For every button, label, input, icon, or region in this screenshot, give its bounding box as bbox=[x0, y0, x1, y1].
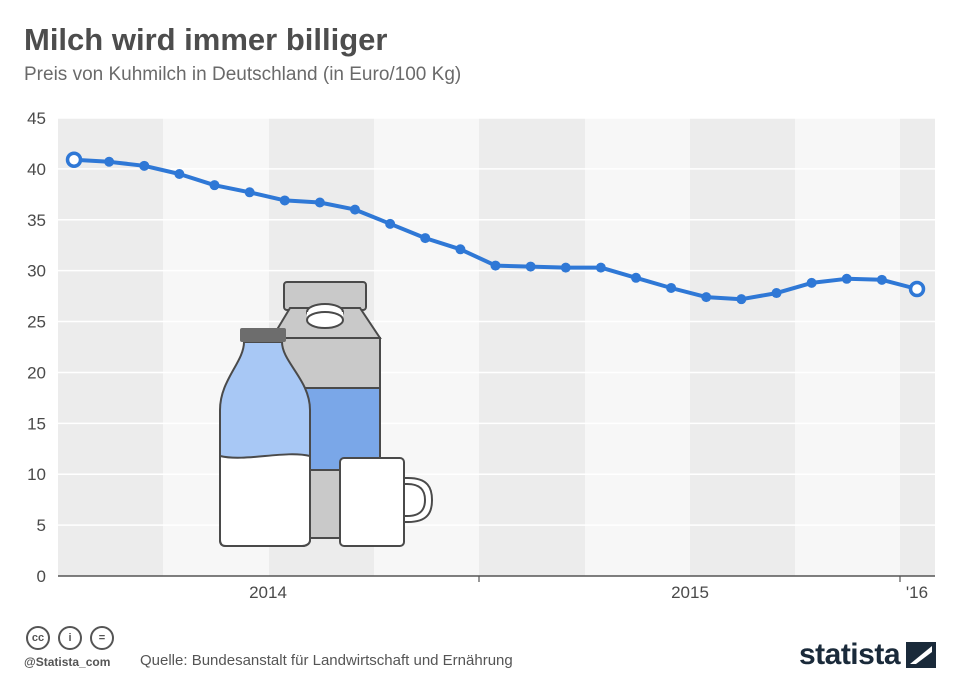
data-point bbox=[490, 260, 501, 271]
license-icons: cc i = bbox=[26, 626, 114, 650]
y-tick-label: 25 bbox=[27, 313, 46, 332]
y-tick-label: 35 bbox=[27, 211, 46, 230]
background-band bbox=[690, 118, 795, 576]
data-point bbox=[876, 274, 887, 285]
twitter-handle: @Statista_com bbox=[24, 655, 111, 669]
y-tick-label: 0 bbox=[37, 567, 46, 586]
y-tick-label: 15 bbox=[27, 414, 46, 433]
attribution-icon: i bbox=[58, 626, 82, 650]
background-band bbox=[900, 118, 935, 576]
data-point bbox=[209, 180, 220, 191]
x-label-2014: 2014 bbox=[249, 583, 287, 602]
mug-icon bbox=[339, 457, 434, 547]
data-point bbox=[139, 160, 150, 171]
background-band bbox=[479, 118, 585, 576]
chart-subtitle: Preis von Kuhmilch in Deutschland (in Eu… bbox=[24, 64, 462, 85]
y-tick-label: 30 bbox=[27, 262, 46, 281]
chart-title: Milch wird immer billiger bbox=[24, 22, 388, 57]
y-tick-label: 40 bbox=[27, 160, 46, 179]
source-note: Quelle: Bundesanstalt für Landwirtschaft… bbox=[140, 652, 513, 669]
data-point bbox=[385, 218, 396, 229]
cc-icon: cc bbox=[26, 626, 50, 650]
data-point bbox=[560, 262, 571, 273]
data-point bbox=[279, 195, 290, 206]
y-tick-label: 5 bbox=[37, 516, 46, 535]
data-point bbox=[666, 282, 677, 293]
data-point bbox=[908, 280, 926, 298]
background-band bbox=[795, 118, 900, 576]
x-label-2015: 2015 bbox=[671, 583, 709, 602]
data-point bbox=[841, 273, 852, 284]
background-band bbox=[58, 118, 163, 576]
data-point bbox=[771, 288, 782, 299]
data-point bbox=[736, 294, 747, 305]
data-point bbox=[420, 233, 431, 244]
statista-mark-icon bbox=[906, 642, 936, 668]
milk-illustration bbox=[219, 281, 434, 547]
data-point bbox=[244, 187, 255, 198]
data-point bbox=[806, 277, 817, 288]
series-points bbox=[65, 151, 926, 305]
background-bands bbox=[58, 118, 935, 576]
x-axis-ticks bbox=[478, 576, 901, 582]
data-point bbox=[455, 244, 466, 255]
data-point bbox=[595, 262, 606, 273]
background-band bbox=[585, 118, 690, 576]
x-label-2016: '16 bbox=[906, 583, 928, 602]
x-axis-labels: 2014 2015 '16 bbox=[249, 583, 928, 602]
data-point bbox=[174, 168, 185, 179]
gridlines bbox=[58, 117, 935, 526]
statista-logo[interactable]: statista bbox=[799, 638, 936, 672]
brand-name: statista bbox=[798, 638, 901, 671]
data-point bbox=[65, 151, 83, 168]
data-point bbox=[525, 261, 536, 272]
milk-bottle-icon bbox=[219, 328, 311, 547]
y-tick-label: 45 bbox=[27, 109, 46, 128]
data-point bbox=[701, 292, 712, 303]
data-point bbox=[350, 204, 360, 215]
data-point bbox=[631, 272, 641, 283]
y-axis-ticks: 0 5 10 15 20 25 30 35 40 45 bbox=[27, 109, 46, 586]
y-tick-label: 20 bbox=[27, 363, 46, 382]
data-point bbox=[314, 197, 325, 208]
data-point bbox=[104, 156, 115, 167]
y-tick-label: 10 bbox=[27, 465, 46, 484]
no-derivatives-icon: = bbox=[90, 626, 114, 650]
